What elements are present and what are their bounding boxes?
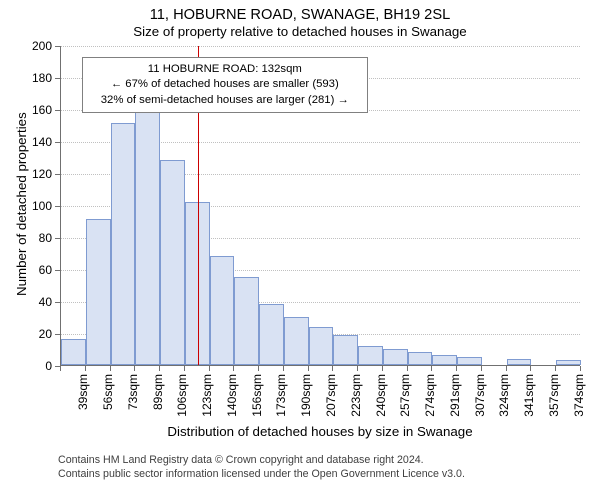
y-tick-label: 40	[0, 295, 52, 309]
y-tick-label: 100	[0, 199, 52, 213]
x-tick-mark	[456, 366, 457, 371]
x-tick-label: 89sqm	[151, 374, 165, 410]
histogram-bar	[358, 346, 383, 365]
annotation-box: 11 HOBURNE ROAD: 132sqm ← 67% of detache…	[82, 57, 368, 113]
histogram-bar	[556, 360, 581, 365]
y-tick-mark	[55, 206, 60, 207]
y-tick-label: 180	[0, 71, 52, 85]
x-tick-mark	[382, 366, 383, 371]
histogram-bar	[160, 160, 185, 365]
x-tick-mark	[258, 366, 259, 371]
histogram-bar	[507, 359, 532, 365]
x-tick-mark	[332, 366, 333, 371]
x-tick-mark	[110, 366, 111, 371]
x-tick-mark	[184, 366, 185, 371]
x-tick-mark	[308, 366, 309, 371]
x-tick-label: 39sqm	[76, 374, 90, 410]
plot-area: 11 HOBURNE ROAD: 132sqm ← 67% of detache…	[60, 46, 580, 366]
x-tick-mark	[159, 366, 160, 371]
x-tick-label: 257sqm	[398, 374, 412, 417]
x-tick-mark	[580, 366, 581, 371]
x-tick-label: 156sqm	[250, 374, 264, 417]
y-tick-mark	[55, 270, 60, 271]
x-tick-label: 307sqm	[473, 374, 487, 417]
histogram-bar	[309, 327, 334, 365]
x-tick-label: 123sqm	[200, 374, 214, 417]
x-tick-mark	[506, 366, 507, 371]
x-tick-label: 190sqm	[299, 374, 313, 417]
y-tick-mark	[55, 238, 60, 239]
x-tick-mark	[134, 366, 135, 371]
x-tick-mark	[357, 366, 358, 371]
x-tick-mark	[431, 366, 432, 371]
annotation-line-3: 32% of semi-detached houses are larger (…	[87, 93, 363, 108]
y-tick-mark	[55, 78, 60, 79]
x-tick-label: 357sqm	[547, 374, 561, 417]
x-tick-label: 240sqm	[374, 374, 388, 417]
histogram-bar	[185, 202, 210, 365]
x-tick-mark	[60, 366, 61, 371]
attribution-line-1: Contains HM Land Registry data © Crown c…	[58, 454, 465, 468]
x-tick-label: 173sqm	[274, 374, 288, 417]
attribution-block: Contains HM Land Registry data © Crown c…	[58, 454, 465, 482]
y-tick-mark	[55, 110, 60, 111]
histogram-bar	[86, 219, 111, 365]
x-tick-mark	[530, 366, 531, 371]
gridline	[61, 46, 580, 47]
histogram-bar	[135, 103, 160, 365]
x-tick-label: 56sqm	[101, 374, 115, 410]
histogram-bar	[284, 317, 309, 365]
y-tick-mark	[55, 142, 60, 143]
y-tick-mark	[55, 46, 60, 47]
x-tick-mark	[407, 366, 408, 371]
chart-area: Number of detached properties 11 HOBURNE…	[0, 0, 600, 500]
histogram-bar	[333, 335, 358, 365]
histogram-bar	[457, 357, 482, 365]
x-tick-mark	[233, 366, 234, 371]
x-tick-label: 207sqm	[324, 374, 338, 417]
y-tick-label: 140	[0, 135, 52, 149]
histogram-bar	[259, 304, 284, 365]
histogram-bar	[61, 339, 86, 365]
y-tick-mark	[55, 302, 60, 303]
x-tick-mark	[85, 366, 86, 371]
y-tick-mark	[55, 334, 60, 335]
histogram-bar	[383, 349, 408, 365]
y-tick-label: 60	[0, 263, 52, 277]
y-tick-label: 160	[0, 103, 52, 117]
x-tick-label: 341sqm	[522, 374, 536, 417]
y-tick-label: 200	[0, 39, 52, 53]
x-tick-label: 106sqm	[175, 374, 189, 417]
y-tick-mark	[55, 174, 60, 175]
histogram-bar	[408, 352, 433, 365]
x-tick-mark	[555, 366, 556, 371]
histogram-bar	[234, 277, 259, 365]
x-tick-mark	[283, 366, 284, 371]
annotation-line-1: 11 HOBURNE ROAD: 132sqm	[87, 62, 363, 77]
histogram-bar	[111, 123, 136, 365]
x-tick-label: 274sqm	[423, 374, 437, 417]
x-tick-label: 73sqm	[126, 374, 140, 410]
y-tick-label: 80	[0, 231, 52, 245]
x-tick-label: 223sqm	[349, 374, 363, 417]
y-tick-label: 20	[0, 327, 52, 341]
x-tick-label: 140sqm	[225, 374, 239, 417]
attribution-line-2: Contains public sector information licen…	[58, 468, 465, 482]
x-tick-mark	[209, 366, 210, 371]
histogram-bar	[432, 355, 457, 365]
x-tick-label: 324sqm	[497, 374, 511, 417]
x-tick-label: 291sqm	[448, 374, 462, 417]
y-tick-label: 120	[0, 167, 52, 181]
x-tick-label: 374sqm	[572, 374, 586, 417]
annotation-line-2: ← 67% of detached houses are smaller (59…	[87, 77, 363, 92]
y-tick-label: 0	[0, 359, 52, 373]
x-tick-mark	[481, 366, 482, 371]
x-axis-label: Distribution of detached houses by size …	[60, 424, 580, 439]
histogram-bar	[210, 256, 235, 365]
